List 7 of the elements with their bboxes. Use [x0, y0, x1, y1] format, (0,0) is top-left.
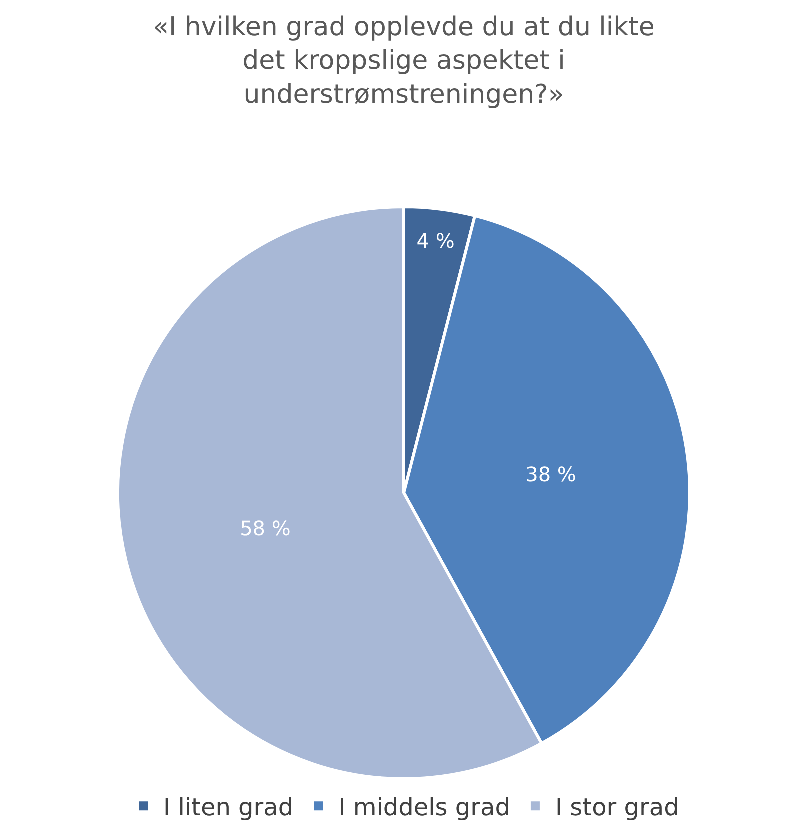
chart-title: «I hvilken grad opplevde du at du likte det kroppslige aspektet i understrømstreningen?» — [153, 12, 655, 110]
legend-label: I stor grad — [555, 793, 680, 822]
data-label: 58 % — [240, 516, 291, 541]
legend-label: I middels grad — [338, 793, 510, 822]
legend-label: I liten grad — [164, 793, 294, 822]
data-label: 38 % — [526, 462, 576, 486]
data-label: 4 % — [416, 228, 455, 253]
